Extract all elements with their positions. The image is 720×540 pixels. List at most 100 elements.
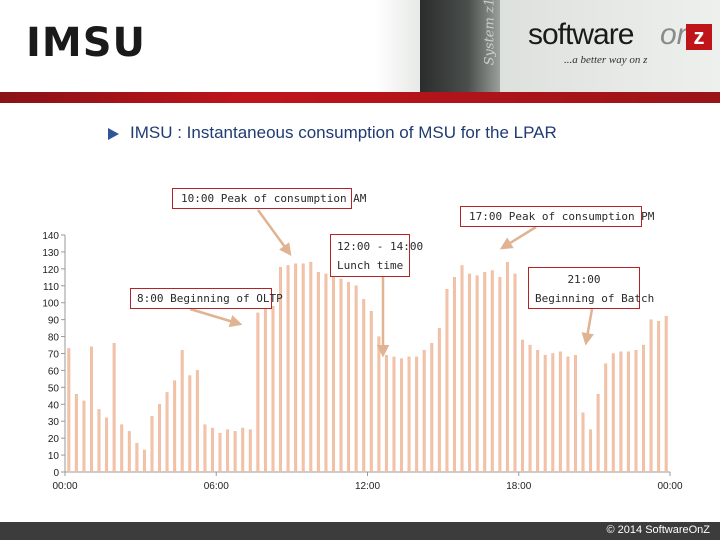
y-tick-label: 30 — [48, 417, 60, 428]
bar — [415, 356, 419, 473]
bar — [558, 351, 562, 473]
bar — [596, 393, 600, 473]
bar — [483, 272, 487, 473]
bar — [150, 415, 154, 473]
bar — [105, 417, 109, 473]
y-tick-label: 0 — [53, 468, 59, 479]
copyright-text: © 2014 SoftwareOnZ — [606, 524, 711, 536]
bar — [589, 429, 593, 473]
bar — [294, 263, 298, 473]
bar — [82, 400, 86, 473]
mainframe-photo — [420, 0, 500, 92]
bar — [218, 432, 222, 473]
bar — [347, 282, 351, 473]
softwareonz-logo: software on z ...a better way on z — [528, 12, 712, 72]
y-axis: 0 10 20 30 40 50 60 70 80 90 100 110 120 130 140 — [42, 231, 66, 479]
x-tick-label: 12:00 — [355, 481, 380, 492]
bar — [120, 424, 124, 473]
bar — [543, 355, 547, 473]
bar — [362, 299, 366, 473]
bar — [521, 339, 524, 473]
bar — [279, 267, 282, 473]
bar — [173, 380, 177, 473]
bar — [626, 351, 630, 473]
y-tick-label: 110 — [43, 282, 59, 293]
y-tick-label: 70 — [48, 350, 60, 361]
bar — [392, 356, 396, 473]
y-tick-label: 60 — [48, 366, 60, 377]
x-tick-label: 18:00 — [506, 481, 531, 492]
arrow-oltp — [189, 307, 243, 328]
bar — [664, 316, 668, 473]
bar — [528, 344, 532, 473]
bar — [90, 346, 93, 473]
logo-word-software: software — [528, 18, 634, 51]
header-red-bar — [0, 92, 720, 103]
bar — [574, 355, 577, 473]
bar — [263, 307, 267, 473]
bar — [354, 285, 358, 473]
bar — [112, 343, 116, 473]
bar — [203, 424, 207, 473]
bar — [536, 349, 540, 473]
bar — [165, 392, 169, 473]
annotation-arrows — [189, 209, 594, 358]
bar — [211, 427, 214, 473]
bar — [430, 343, 434, 473]
bar — [74, 393, 78, 473]
callout-peak-am: 10:00 Peak of consumption AM — [172, 188, 366, 209]
bar — [437, 327, 441, 473]
bar — [332, 272, 335, 473]
callout-oltp: 8:00 Beginning of OLTP — [130, 288, 283, 309]
y-tick-label: 100 — [42, 299, 59, 310]
y-tick-label: 40 — [48, 400, 60, 411]
bar — [611, 353, 615, 473]
bar — [513, 273, 517, 473]
arrow-peak-pm — [499, 225, 537, 250]
bar — [233, 431, 237, 473]
bar — [301, 263, 305, 473]
bar — [445, 289, 449, 473]
y-tick-label: 140 — [42, 231, 59, 242]
bar — [422, 349, 426, 473]
x-tick-label: 00:00 — [52, 481, 77, 492]
callout-lunch: 12:00 - 14:00 Lunch time — [330, 234, 424, 277]
bar — [241, 427, 245, 473]
bar — [468, 273, 472, 473]
bar — [581, 412, 585, 473]
y-tick-label: 10 — [48, 451, 60, 462]
bar — [649, 319, 653, 473]
callout-batch-time: 21:00 — [567, 273, 601, 286]
bar — [369, 311, 373, 473]
bar — [316, 272, 320, 473]
x-tick-label: 00:00 — [657, 481, 682, 492]
bar-series — [67, 261, 668, 473]
bar — [604, 363, 608, 473]
y-tick-label: 20 — [48, 434, 60, 445]
bar — [634, 349, 638, 473]
bar — [384, 355, 388, 473]
arrow-peak-am — [256, 209, 292, 257]
x-tick-label: 06:00 — [204, 481, 229, 492]
bar — [566, 356, 570, 473]
y-tick-label: 80 — [48, 333, 60, 344]
bar — [453, 277, 456, 473]
bar — [256, 312, 260, 473]
y-tick-label: 50 — [48, 383, 60, 394]
bar — [158, 404, 161, 473]
logo-z-mark: z — [686, 24, 712, 50]
bar — [127, 431, 131, 473]
bar — [505, 261, 509, 473]
bar — [309, 261, 313, 473]
callout-batch-label: Beginning of Batch — [535, 292, 655, 305]
bar — [67, 348, 71, 473]
bar — [400, 358, 403, 473]
slide-title: IMSU — [26, 20, 146, 66]
bar — [97, 409, 101, 473]
bar — [339, 278, 343, 473]
callout-lunch-time: 12:00 - 14:00 — [337, 240, 424, 253]
callout-peak-pm: 17:00 Peak of consumption PM — [460, 206, 654, 227]
bar — [490, 270, 494, 473]
bar — [324, 273, 328, 473]
bar — [377, 336, 381, 473]
